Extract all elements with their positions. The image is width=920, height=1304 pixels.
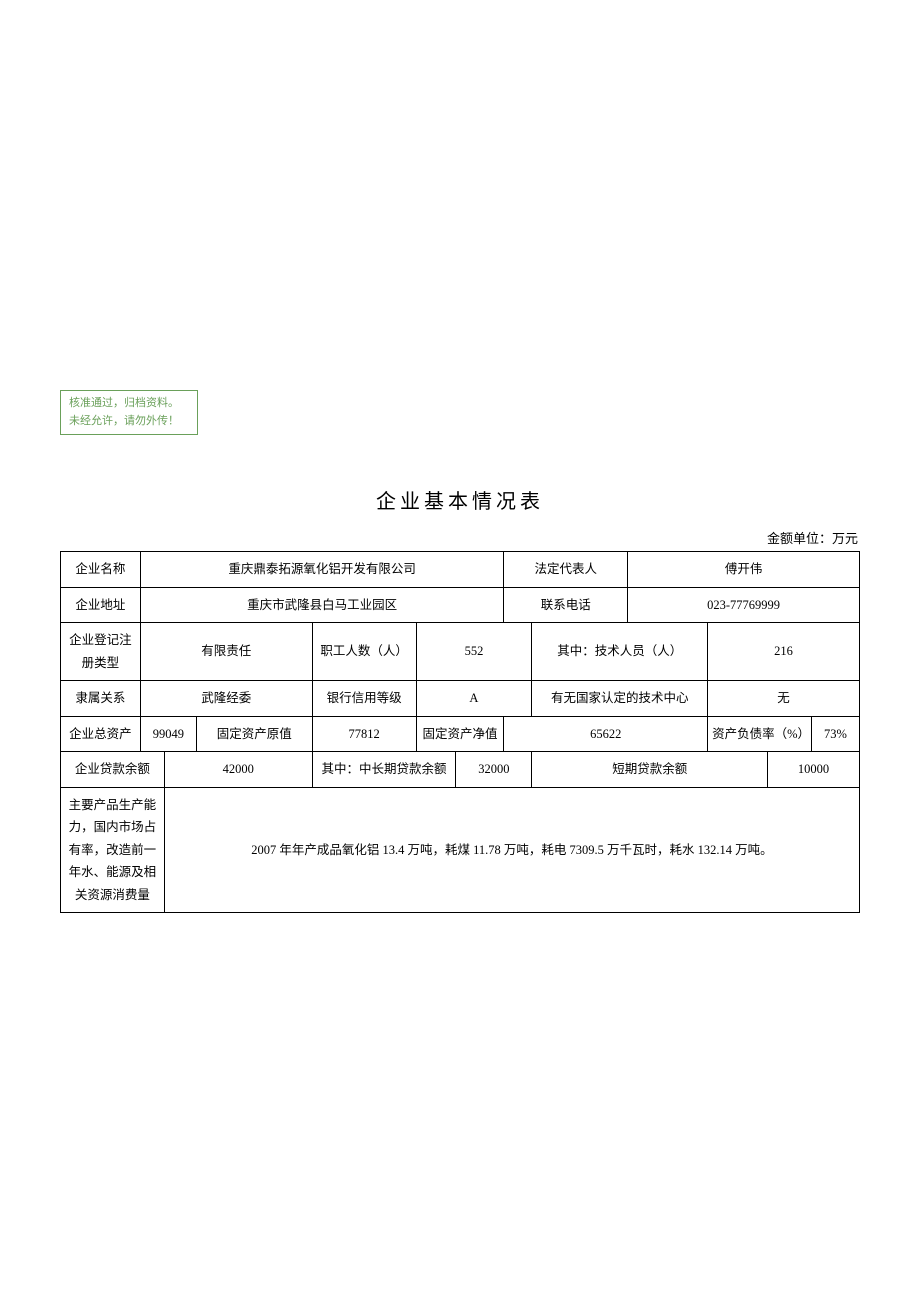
stamp-line1: 核准通过，归档资料。 [69,395,189,413]
cell-center-value: 无 [708,681,860,717]
table-row: 企业贷款余额 42000 其中：中长期贷款余额 32000 短期贷款余额 100… [61,752,860,788]
cell-emp-value: 552 [416,623,532,681]
cell-addr-value: 重庆市武隆县白马工业园区 [140,587,504,623]
cell-affil-value: 武隆经委 [140,681,312,717]
cell-emp-label: 职工人数（人） [312,623,416,681]
cell-tech-value: 216 [708,623,860,681]
cell-loan-label: 企业贷款余额 [61,752,165,788]
cell-debt-value: 73% [811,716,859,752]
cell-loan-value: 42000 [164,752,312,788]
cell-total-value: 99049 [140,716,196,752]
table-row: 主要产品生产能力，国内市场占有率，改造前一年水、能源及相关资源消费量 2007 … [61,787,860,913]
cell-short-value: 10000 [768,752,860,788]
table-row: 企业登记注册类型 有限责任 职工人数（人） 552 其中：技术人员（人） 216 [61,623,860,681]
cell-fixedorig-value: 77812 [312,716,416,752]
cell-mlt-value: 32000 [456,752,532,788]
cell-cap-value: 2007 年年产成品氧化铝 13.4 万吨，耗煤 11.78 万吨，耗电 730… [164,787,859,913]
cell-fixednet-label: 固定资产净值 [416,716,504,752]
cell-credit-label: 银行信用等级 [312,681,416,717]
approval-stamp: 核准通过，归档资料。 未经允许，请勿外传！ [60,390,198,435]
cell-name-label: 企业名称 [61,552,141,588]
cell-name-value: 重庆鼎泰拓源氧化铝开发有限公司 [140,552,504,588]
cell-credit-value: A [416,681,532,717]
cell-affil-label: 隶属关系 [61,681,141,717]
cell-center-label: 有无国家认定的技术中心 [532,681,708,717]
stamp-line2: 未经允许，请勿外传！ [69,413,189,431]
table-row: 企业名称 重庆鼎泰拓源氧化铝开发有限公司 法定代表人 傅开伟 [61,552,860,588]
cell-fixedorig-label: 固定资产原值 [196,716,312,752]
table-row: 隶属关系 武隆经委 银行信用等级 A 有无国家认定的技术中心 无 [61,681,860,717]
page-title: 企业基本情况表 [60,485,860,514]
enterprise-table: 企业名称 重庆鼎泰拓源氧化铝开发有限公司 法定代表人 傅开伟 企业地址 重庆市武… [60,551,860,913]
cell-rep-value: 傅开伟 [628,552,860,588]
cell-addr-label: 企业地址 [61,587,141,623]
table-row: 企业总资产 99049 固定资产原值 77812 固定资产净值 65622 资产… [61,716,860,752]
cell-phone-value: 023-77769999 [628,587,860,623]
cell-fixednet-value: 65622 [504,716,708,752]
cell-tech-label: 其中：技术人员（人） [532,623,708,681]
cell-cap-label: 主要产品生产能力，国内市场占有率，改造前一年水、能源及相关资源消费量 [61,787,165,913]
table-row: 企业地址 重庆市武隆县白马工业园区 联系电话 023-77769999 [61,587,860,623]
cell-total-label: 企业总资产 [61,716,141,752]
cell-rep-label: 法定代表人 [504,552,628,588]
cell-reg-label: 企业登记注册类型 [61,623,141,681]
cell-debt-label: 资产负债率（%） [708,716,812,752]
cell-short-label: 短期贷款余额 [532,752,768,788]
cell-reg-value: 有限责任 [140,623,312,681]
cell-phone-label: 联系电话 [504,587,628,623]
cell-mlt-label: 其中：中长期贷款余额 [312,752,456,788]
unit-label: 金额单位：万元 [60,528,860,547]
